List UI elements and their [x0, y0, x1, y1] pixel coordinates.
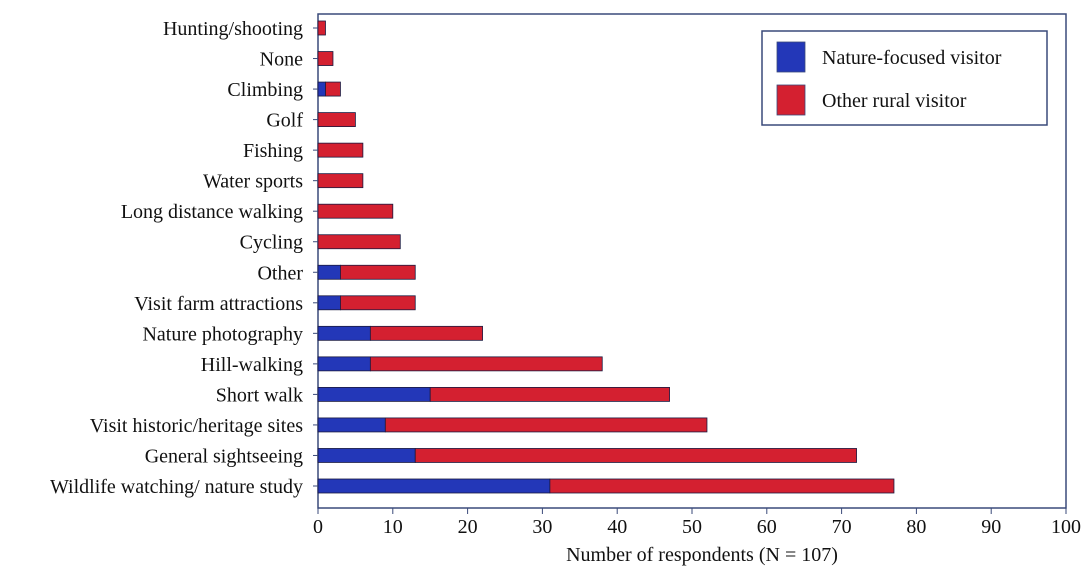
legend-swatch-other-rural: [776, 84, 806, 116]
bars-layer: [317, 20, 895, 494]
x-tick-label: 90: [981, 516, 1001, 538]
category-labels: Hunting/shooting None Climbing Golf Fishing W…: [50, 18, 318, 498]
category-label: Long distance walking: [121, 201, 303, 223]
x-axis-ticks: 0 10 20 30 40 50 60 70 80 90 100: [313, 508, 1081, 538]
x-tick-label: 80: [906, 516, 926, 538]
bar-segment-nature-focused: [317, 417, 386, 433]
category-label: Wildlife watching/ nature study: [50, 476, 303, 498]
bar-segment-other-rural: [317, 20, 326, 36]
bar-segment-other-rural: [429, 386, 670, 402]
category-label: Other: [257, 262, 303, 284]
category-label: Visit farm attractions: [134, 293, 303, 315]
x-tick-label: 40: [607, 516, 627, 538]
bar-segment-other-rural: [340, 295, 416, 311]
x-tick-label: 10: [383, 516, 403, 538]
bar-segment-nature-focused: [317, 386, 431, 402]
x-tick-label: 30: [532, 516, 552, 538]
x-tick-label: 0: [313, 516, 323, 538]
bar-segment-nature-focused: [317, 356, 371, 372]
bar-segment-other-rural: [369, 356, 603, 372]
category-label: General sightseeing: [145, 445, 303, 467]
category-label: Fishing: [243, 140, 303, 162]
x-tick-label: 70: [832, 516, 852, 538]
bar-segment-nature-focused: [317, 264, 341, 280]
bar-segment-other-rural: [549, 478, 895, 494]
category-label: Water sports: [203, 171, 303, 193]
category-label: None: [260, 49, 303, 71]
category-label: Hunting/shooting: [163, 18, 303, 40]
legend-swatch-nature-focused: [776, 41, 806, 73]
category-label: Nature photography: [142, 323, 303, 345]
category-label: Climbing: [227, 79, 303, 101]
bar-segment-other-rural: [317, 51, 334, 66]
bar-segment-nature-focused: [317, 325, 371, 341]
category-label: Hill-walking: [201, 354, 303, 376]
bar-segment-other-rural: [317, 203, 394, 219]
bar-segment-other-rural: [317, 142, 364, 158]
bar-segment-nature-focused: [317, 448, 416, 463]
x-tick-label: 50: [682, 516, 702, 538]
legend-label-nature-focused: Nature-focused visitor: [822, 47, 1002, 69]
category-label: Golf: [266, 110, 303, 132]
category-label: Visit historic/heritage sites: [90, 415, 303, 437]
x-axis-title: Number of respondents (N = 107): [566, 544, 838, 566]
category-label: Short walk: [216, 384, 303, 406]
category-label: Cycling: [240, 232, 303, 254]
x-tick-label: 60: [757, 516, 777, 538]
bar-segment-nature-focused: [317, 478, 551, 494]
bar-segment-other-rural: [325, 81, 341, 97]
bar-segment-other-rural: [317, 234, 401, 250]
x-tick-label: 20: [458, 516, 478, 538]
bar-segment-other-rural: [414, 448, 857, 463]
legend-frame: [761, 30, 1048, 126]
bar-segment-nature-focused: [317, 81, 326, 97]
bar-segment-other-rural: [340, 264, 416, 280]
bar-segment-other-rural: [384, 417, 708, 433]
bar-segment-nature-focused: [317, 295, 341, 311]
bar-segment-other-rural: [317, 112, 356, 127]
legend: Nature-focused visitor Other rural visit…: [761, 30, 1048, 126]
x-tick-label: 100: [1051, 516, 1081, 538]
bar-segment-other-rural: [369, 325, 483, 341]
legend-label-other-rural: Other rural visitor: [822, 90, 967, 112]
bar-segment-other-rural: [317, 173, 364, 189]
